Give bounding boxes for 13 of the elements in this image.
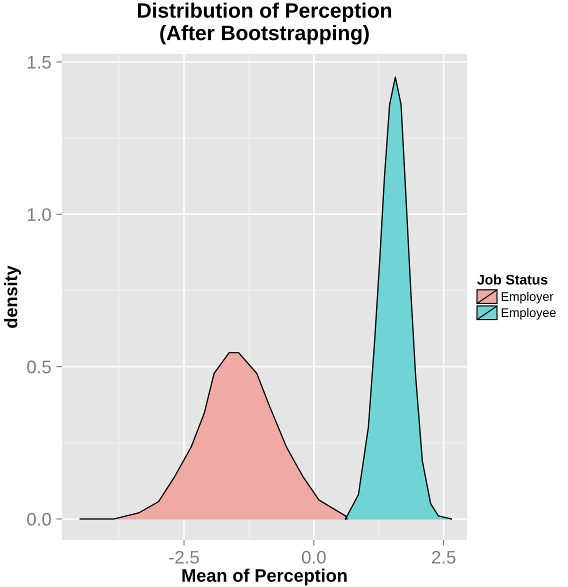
x-tick-label: 0.0	[302, 550, 326, 564]
y-tick-label: 0.0	[27, 512, 51, 526]
chart-title: Distribution of Perception (After Bootstrapping)	[138, 2, 392, 45]
x-axis-title: Mean of Perception	[182, 568, 347, 586]
legend-label: Employee	[502, 308, 556, 320]
x-tick-label: 2.5	[432, 550, 456, 564]
legend-label: Employer	[502, 292, 554, 304]
y-tick-label: 1.0	[28, 208, 51, 221]
y-axis-title: density	[4, 265, 21, 328]
legend-title: Job Status	[477, 274, 548, 285]
x-tick-label: -2.5	[169, 550, 199, 564]
y-tick-label: 0.5	[27, 360, 51, 374]
y-tick-label: 1.5	[28, 56, 51, 69]
